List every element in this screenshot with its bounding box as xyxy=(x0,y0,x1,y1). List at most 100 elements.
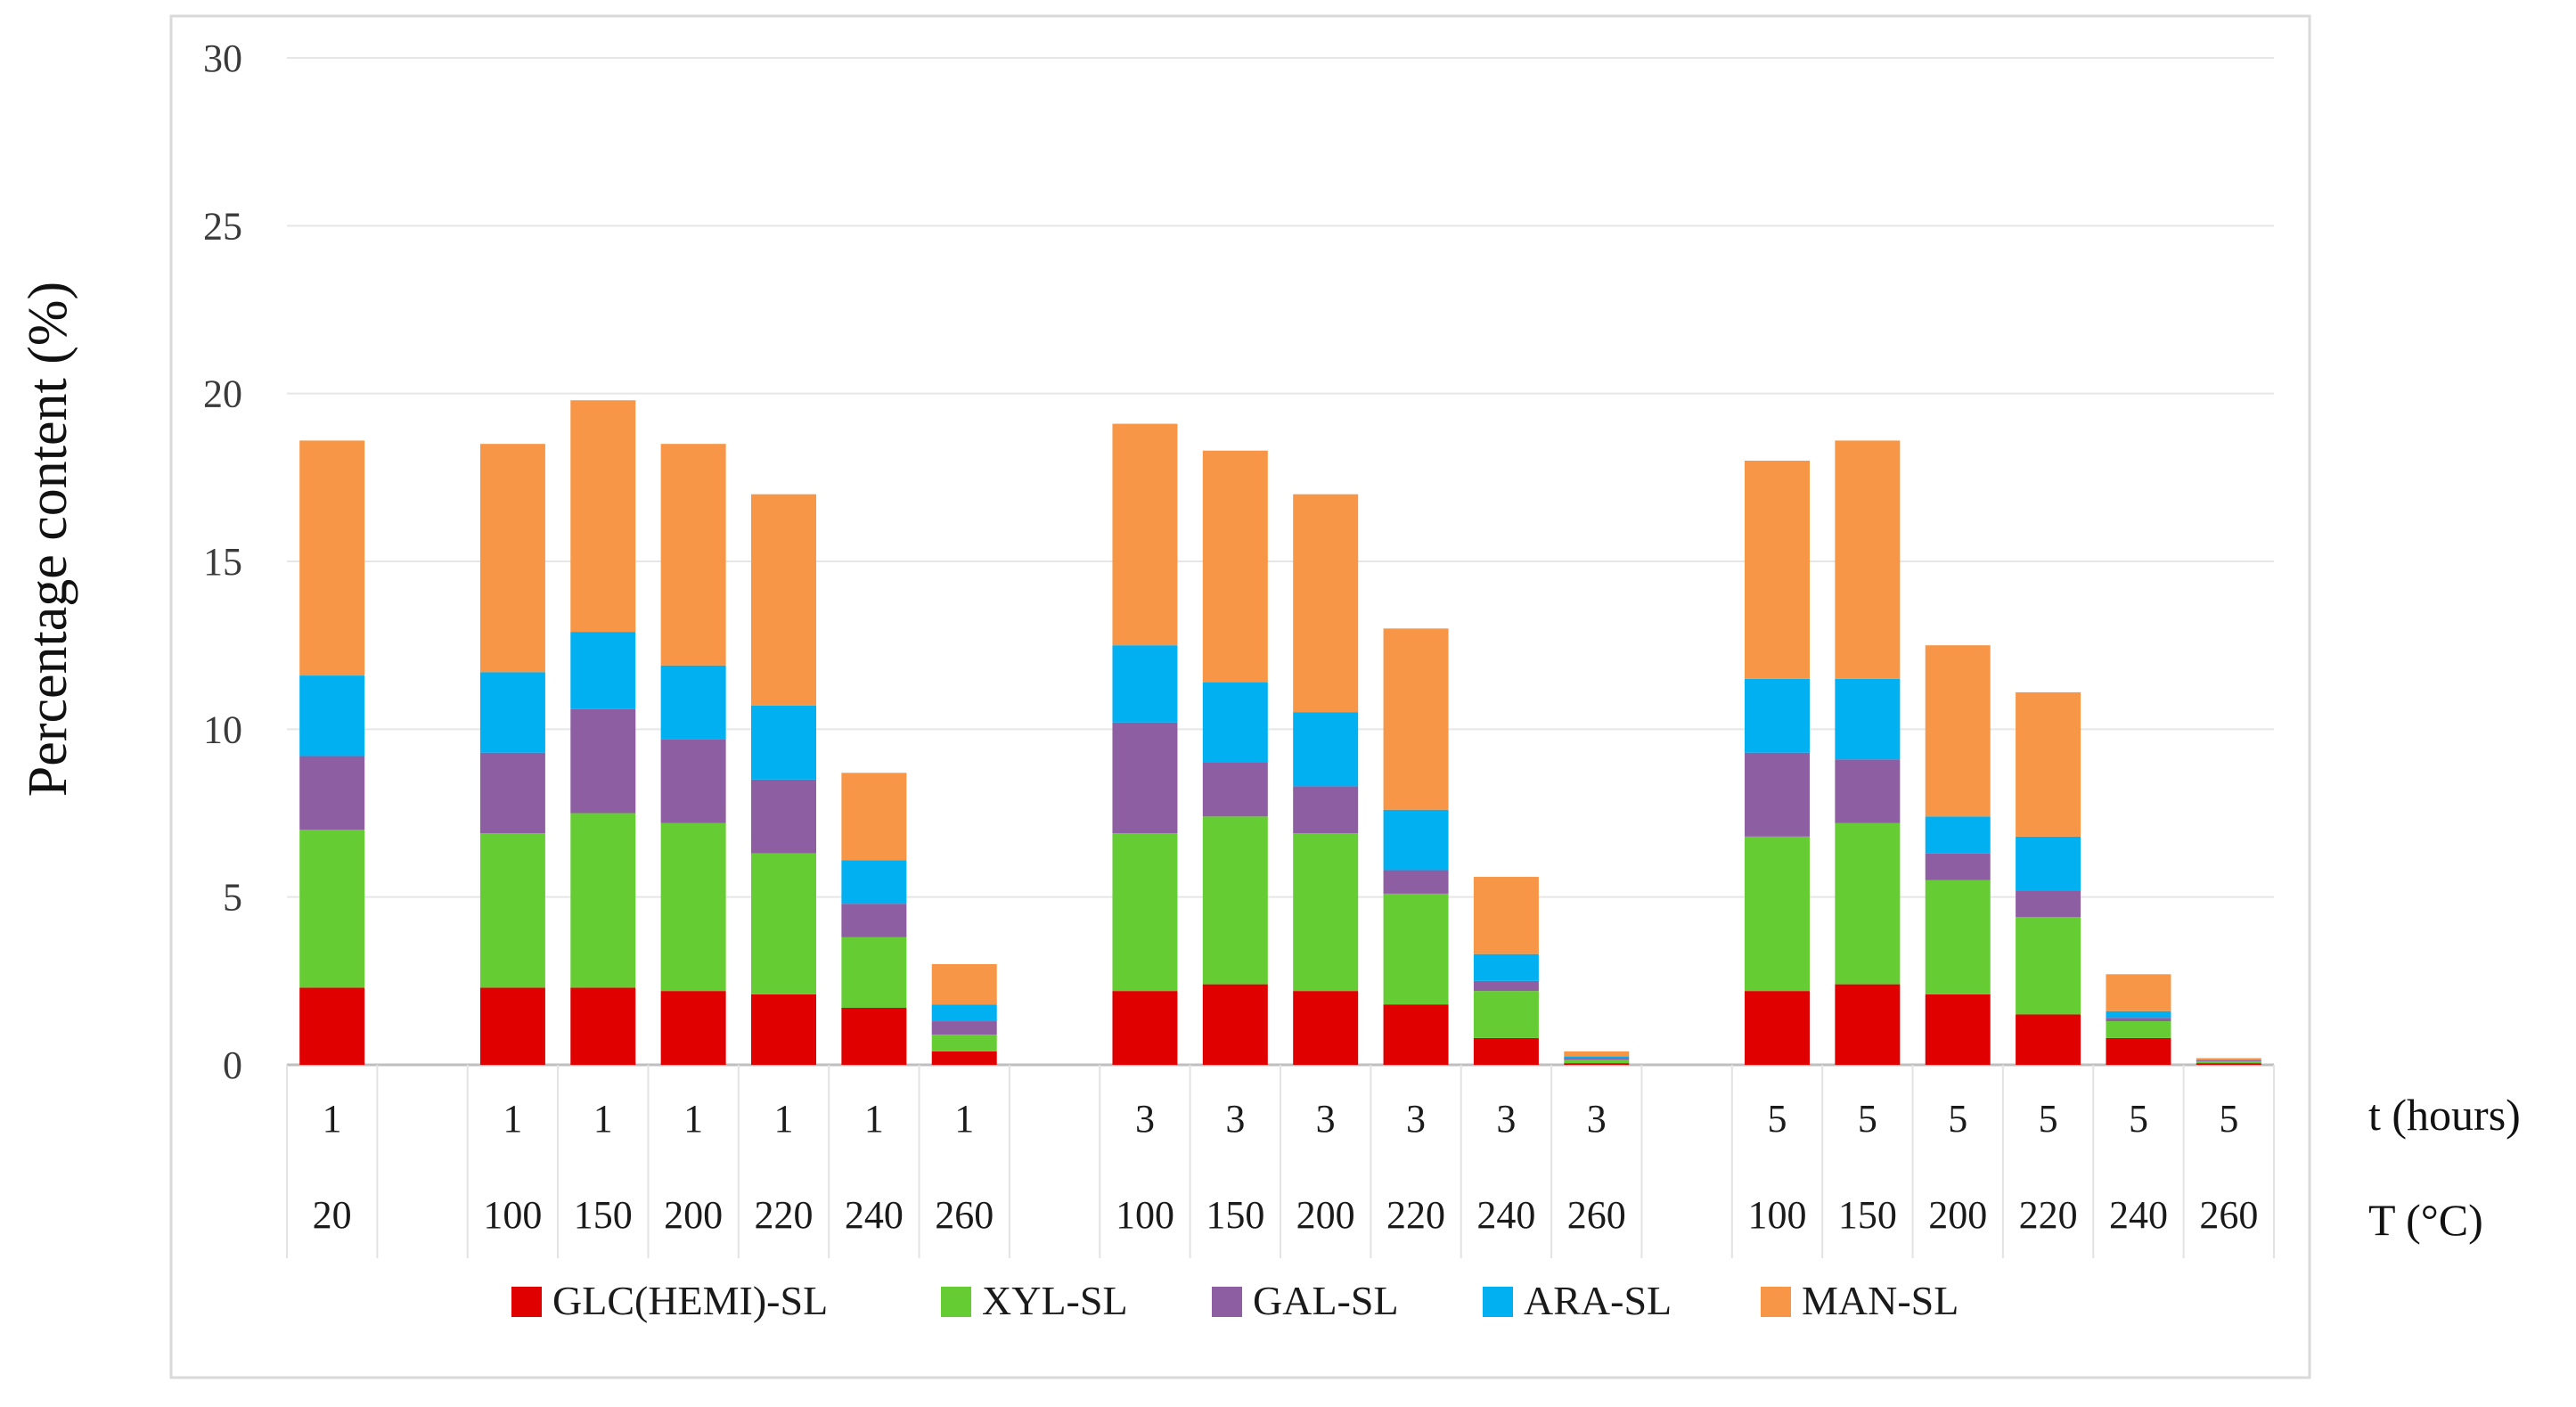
bar-segment-glc-hemi-sl-10 xyxy=(1383,1004,1449,1065)
bar-segment-man-sl-8 xyxy=(1202,450,1268,683)
category-label-T: 260 xyxy=(935,1193,994,1237)
bar-segment-xyl-sl-6 xyxy=(931,1035,997,1051)
bar-segment-ara-sl-18 xyxy=(2196,1059,2261,1061)
bar-segment-glc-hemi-sl-2 xyxy=(570,987,636,1065)
category-label-t: 3 xyxy=(1316,1097,1336,1141)
bar-segment-man-sl-2 xyxy=(570,400,636,633)
y-tick-label: 5 xyxy=(223,876,242,920)
bar-segment-gal-sl-6 xyxy=(931,1021,997,1035)
category-label-t: 1 xyxy=(774,1097,794,1141)
bar-segment-xyl-sl-10 xyxy=(1383,893,1449,1005)
category-label-t: 3 xyxy=(1406,1097,1426,1141)
bar-segment-gal-sl-14 xyxy=(1835,759,1901,823)
category-label-T: 240 xyxy=(845,1193,904,1237)
bar-segment-man-sl-4 xyxy=(751,494,816,706)
category-label-t: 5 xyxy=(1768,1097,1787,1141)
bar-segment-xyl-sl-15 xyxy=(1925,879,1991,994)
bar-segment-xyl-sl-9 xyxy=(1293,833,1359,992)
category-label-t: 5 xyxy=(2039,1097,2058,1141)
bar-segment-xyl-sl-16 xyxy=(2016,917,2081,1015)
bar-segment-ara-sl-7 xyxy=(1112,645,1178,723)
legend-label-man-sl: MAN-SL xyxy=(1802,1278,1959,1323)
bar-segment-glc-hemi-sl-8 xyxy=(1202,984,1268,1065)
bar-segment-ara-sl-17 xyxy=(2106,1010,2171,1018)
bar-segment-glc-hemi-sl-4 xyxy=(751,994,816,1065)
bar-segment-ara-sl-16 xyxy=(2016,836,2081,891)
bar-segment-xyl-sl-4 xyxy=(751,853,816,994)
bar-segment-gal-sl-7 xyxy=(1112,722,1178,834)
bar-segment-glc-hemi-sl-0 xyxy=(299,987,365,1065)
category-label-T: 150 xyxy=(574,1193,633,1237)
bar-segment-gal-sl-0 xyxy=(299,756,365,830)
category-label-T: 260 xyxy=(2199,1193,2258,1237)
bar-segment-man-sl-16 xyxy=(2016,691,2081,837)
bar-segment-glc-hemi-sl-17 xyxy=(2106,1037,2171,1065)
bar-segment-gal-sl-5 xyxy=(841,904,907,937)
y-tick-label: 15 xyxy=(203,540,242,584)
bar-segment-man-sl-7 xyxy=(1112,423,1178,646)
category-label-T: 200 xyxy=(1296,1193,1355,1237)
bar-segment-glc-hemi-sl-11 xyxy=(1473,1037,1539,1065)
legend-label-glc-hemi-sl: GLC(HEMI)-SL xyxy=(552,1278,828,1323)
bar-segment-xyl-sl-8 xyxy=(1202,816,1268,985)
bar-segment-glc-hemi-sl-5 xyxy=(841,1007,907,1065)
row-label-t-hours: t (hours) xyxy=(2368,1090,2521,1140)
category-label-T: 200 xyxy=(1928,1193,1987,1237)
bar-segment-ara-sl-6 xyxy=(931,1004,997,1022)
bar-segment-man-sl-17 xyxy=(2106,974,2171,1011)
bar-segment-gal-sl-4 xyxy=(751,779,816,854)
bar-segment-glc-hemi-sl-9 xyxy=(1293,991,1359,1065)
category-label-T: 260 xyxy=(1567,1193,1626,1237)
bar-segment-man-sl-0 xyxy=(299,440,365,676)
bar-segment-gal-sl-3 xyxy=(660,739,726,823)
bar-segment-ara-sl-3 xyxy=(660,665,726,740)
y-tick-label: 0 xyxy=(223,1043,242,1087)
bar-segment-gal-sl-8 xyxy=(1202,763,1268,817)
category-label-t: 5 xyxy=(1858,1097,1877,1141)
bar-segment-gal-sl-10 xyxy=(1383,870,1449,894)
category-label-t: 3 xyxy=(1225,1097,1245,1141)
bar-segment-glc-hemi-sl-18 xyxy=(2196,1063,2261,1065)
y-axis-label: Percentage content (%) xyxy=(18,282,78,797)
bar-segment-ara-sl-0 xyxy=(299,675,365,757)
bar-segment-glc-hemi-sl-15 xyxy=(1925,994,1991,1065)
category-label-t: 5 xyxy=(2129,1097,2148,1141)
bar-segment-glc-hemi-sl-12 xyxy=(1564,1063,1630,1065)
bar-segment-xyl-sl-11 xyxy=(1473,991,1539,1038)
category-label-t: 3 xyxy=(1135,1097,1155,1141)
y-tick-label: 25 xyxy=(203,204,242,248)
bar-segment-ara-sl-8 xyxy=(1202,682,1268,763)
bar-segment-man-sl-12 xyxy=(1564,1051,1630,1057)
bar-segment-ara-sl-10 xyxy=(1383,809,1449,871)
y-tick-label: 20 xyxy=(203,372,242,416)
category-label-T: 100 xyxy=(1116,1193,1174,1237)
category-label-T: 150 xyxy=(1206,1193,1264,1237)
category-label-T: 220 xyxy=(1386,1193,1445,1237)
category-label-t: 1 xyxy=(593,1097,613,1141)
bar-segment-gal-sl-15 xyxy=(1925,853,1991,880)
bar-segment-gal-sl-13 xyxy=(1745,752,1810,837)
bar-segment-ara-sl-2 xyxy=(570,632,636,709)
bar-segment-ara-sl-5 xyxy=(841,860,907,904)
category-label-T: 220 xyxy=(755,1193,814,1237)
bar-segment-glc-hemi-sl-3 xyxy=(660,991,726,1065)
legend-swatch-man-sl xyxy=(1761,1287,1791,1317)
bar-segment-ara-sl-13 xyxy=(1745,678,1810,753)
bar-segment-gal-sl-12 xyxy=(1564,1058,1630,1060)
bar-segment-glc-hemi-sl-6 xyxy=(931,1051,997,1065)
category-label-T: 200 xyxy=(664,1193,723,1237)
bar-segment-man-sl-18 xyxy=(2196,1058,2261,1060)
category-label-t: 1 xyxy=(864,1097,884,1141)
row-label-T-celsius: T (°C) xyxy=(2368,1195,2483,1245)
category-label-t: 5 xyxy=(1948,1097,1967,1141)
bar-segment-gal-sl-17 xyxy=(2106,1018,2171,1022)
bar-segment-man-sl-11 xyxy=(1473,877,1539,954)
bar-segment-gal-sl-16 xyxy=(2016,890,2081,918)
bar-segment-gal-sl-2 xyxy=(570,708,636,814)
bar-segment-xyl-sl-12 xyxy=(1564,1059,1630,1064)
category-label-t: 1 xyxy=(954,1097,974,1141)
category-label-t: 1 xyxy=(503,1097,522,1141)
y-tick-label: 10 xyxy=(203,708,242,751)
legend-label-xyl-sl: XYL-SL xyxy=(982,1278,1128,1323)
legend-label-ara-sl: ARA-SL xyxy=(1524,1278,1672,1323)
